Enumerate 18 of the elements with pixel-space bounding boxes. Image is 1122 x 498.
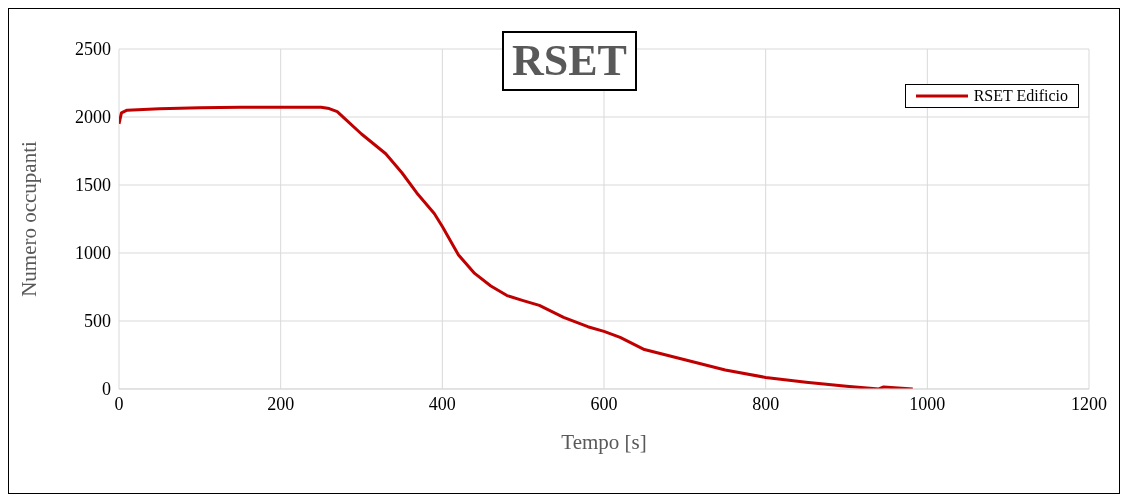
- legend-label: RSET Edificio: [973, 87, 1068, 105]
- x-tick-label: 0: [114, 393, 124, 414]
- y-axis-title: Numero occupanti: [17, 140, 42, 297]
- y-tick-label: 2500: [75, 39, 111, 60]
- y-tick-label: 1500: [75, 175, 111, 196]
- x-tick-label: 400: [428, 393, 456, 414]
- y-tick-label: 1000: [75, 243, 111, 264]
- y-tick-label: 0: [102, 379, 111, 400]
- y-tick-label: 500: [84, 311, 111, 332]
- x-tick-label: 800: [752, 393, 780, 414]
- x-axis-title: Tempo [s]: [561, 430, 647, 454]
- chart-title: RSET: [502, 31, 637, 91]
- x-tick-label: 200: [267, 393, 295, 414]
- line-series: [119, 105, 915, 389]
- y-tick-label: 2000: [75, 107, 111, 128]
- x-tick-label: 1200: [1071, 393, 1107, 414]
- x-tick-label: 1000: [909, 393, 946, 414]
- x-tick-label: 600: [590, 393, 618, 414]
